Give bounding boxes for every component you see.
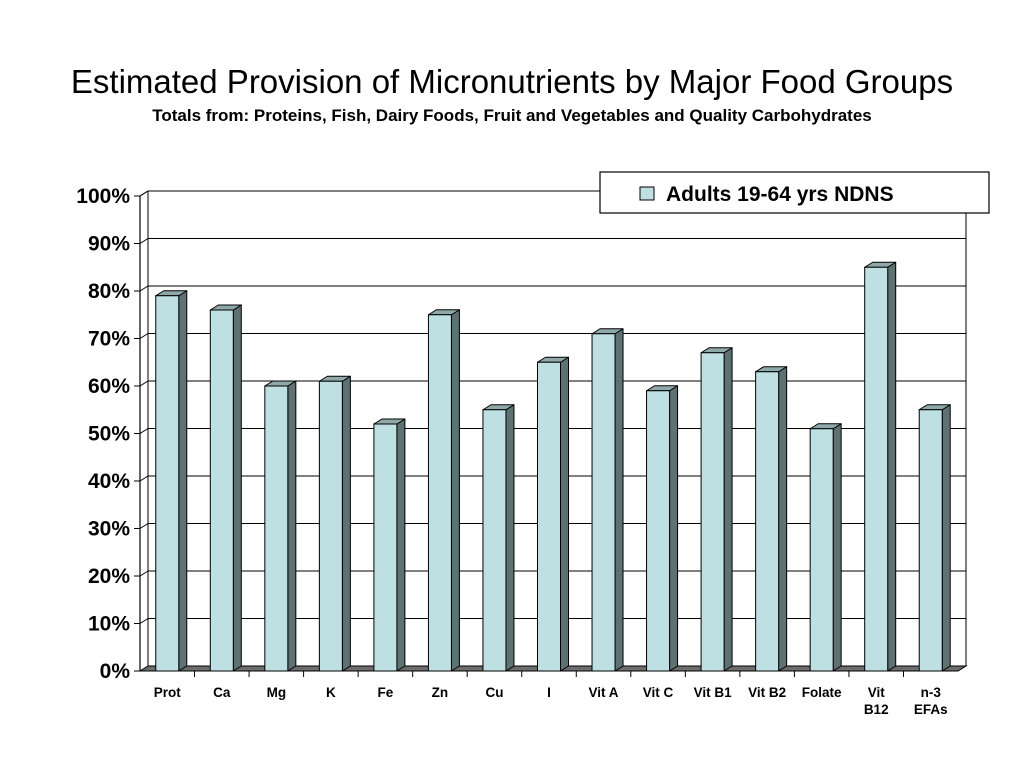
- bar-side: [178, 290, 188, 672]
- bar: [373, 418, 406, 672]
- x-tick-label: Prot: [154, 685, 182, 700]
- y-axis-ticks: 0% 10% 20% 30% 40% 50% 60% 70% 80% 90% 100%: [76, 185, 140, 683]
- bar: [209, 304, 242, 672]
- bar-side: [505, 404, 515, 672]
- bar: [864, 261, 897, 672]
- x-tick-label: Ca: [213, 685, 231, 700]
- x-tick-label: Vit B12: [864, 685, 889, 717]
- bar: [591, 328, 624, 672]
- bar-side: [723, 347, 733, 672]
- bar-side: [396, 418, 406, 672]
- bar-front: [209, 309, 234, 672]
- legend: Adults 19-64 yrs NDNS: [599, 171, 990, 214]
- bar: [318, 375, 351, 672]
- bar: [482, 404, 515, 672]
- chart-subtitle: Totals from: Proteins, Fish, Dairy Foods…: [152, 106, 872, 125]
- x-tick-label: Fe: [378, 685, 394, 700]
- y-tick-label: 40%: [88, 470, 130, 493]
- gridline-depth: [139, 618, 149, 624]
- bar-front: [755, 371, 780, 672]
- gridline-depth: [139, 523, 149, 529]
- legend-label: Adults 19-64 yrs NDNS: [666, 183, 894, 206]
- y-tick-label: 100%: [76, 185, 130, 208]
- bar-front: [318, 380, 343, 672]
- y-tick-label: 80%: [88, 280, 130, 303]
- y-tick-label: 50%: [88, 423, 130, 446]
- bar-side: [887, 261, 897, 672]
- bar-side: [341, 375, 351, 672]
- legend-swatch: [639, 186, 655, 201]
- bar-side: [232, 304, 242, 672]
- bar: [427, 309, 460, 672]
- bar-front: [482, 409, 507, 672]
- y-tick-label: 30%: [88, 518, 130, 541]
- x-tick-label: Vit A: [589, 685, 619, 700]
- x-tick-label: K: [326, 685, 336, 700]
- x-tick-label: Vit B2: [748, 685, 786, 700]
- bar-front: [427, 314, 452, 672]
- gridline-depth: [139, 475, 149, 482]
- x-tick-label: Folate: [802, 685, 842, 700]
- bar: [918, 404, 951, 672]
- x-tick-label: n-3 EFAs: [914, 685, 948, 717]
- gridline-depth: [139, 333, 149, 339]
- gridline-depth: [139, 238, 149, 244]
- bar-front: [155, 295, 180, 672]
- gridline-depth: [139, 285, 149, 292]
- x-tick-label: Zn: [432, 685, 449, 700]
- bar: [537, 356, 569, 672]
- bar-side: [941, 404, 951, 672]
- x-tick-label: Cu: [485, 685, 503, 700]
- bar-side: [832, 423, 842, 672]
- y-tick-label: 70%: [88, 328, 130, 351]
- y-tick-label: 0%: [100, 660, 131, 683]
- bar: [809, 423, 842, 672]
- x-tick-label: I: [547, 685, 551, 700]
- bar: [700, 347, 733, 672]
- legend-box: [599, 171, 990, 214]
- bar: [264, 380, 297, 672]
- y-tick-label: 60%: [88, 375, 130, 398]
- gridline-depth: [139, 570, 149, 577]
- chart-title: Estimated Provision of Micronutrients by…: [70, 63, 954, 100]
- bar-side: [450, 309, 460, 672]
- y-tick-label: 10%: [88, 613, 130, 636]
- bar: [155, 290, 188, 672]
- bar-front: [591, 333, 616, 672]
- gridline-depth: [139, 380, 149, 387]
- bar-front: [918, 409, 943, 672]
- left-wall-top: [139, 190, 149, 197]
- bar-side: [614, 328, 624, 672]
- gridline-depth: [139, 428, 149, 434]
- bar-side: [669, 385, 679, 672]
- bar-front: [264, 385, 289, 672]
- bar-side: [560, 356, 569, 672]
- x-tick-label: Mg: [267, 685, 287, 700]
- y-tick-label: 90%: [88, 233, 130, 256]
- y-tick-label: 20%: [88, 565, 130, 588]
- x-tick-label: Vit B1: [694, 685, 733, 700]
- bar-front: [373, 423, 398, 672]
- bar-side: [287, 380, 297, 672]
- bar-front: [700, 352, 725, 672]
- bar: [646, 385, 679, 672]
- x-tick-label: Vit C: [643, 685, 674, 700]
- bar-front: [864, 266, 889, 672]
- bar: [755, 366, 788, 672]
- bar-side: [778, 366, 788, 672]
- bar-front: [646, 390, 671, 672]
- bars: [155, 261, 951, 672]
- bar-front: [809, 428, 834, 672]
- bar-front: [537, 361, 561, 672]
- x-axis-ticks: Prot Ca Mg K Fe Zn Cu I Vit A Vit C Vit B1 Vit B2 Fo…: [154, 671, 948, 717]
